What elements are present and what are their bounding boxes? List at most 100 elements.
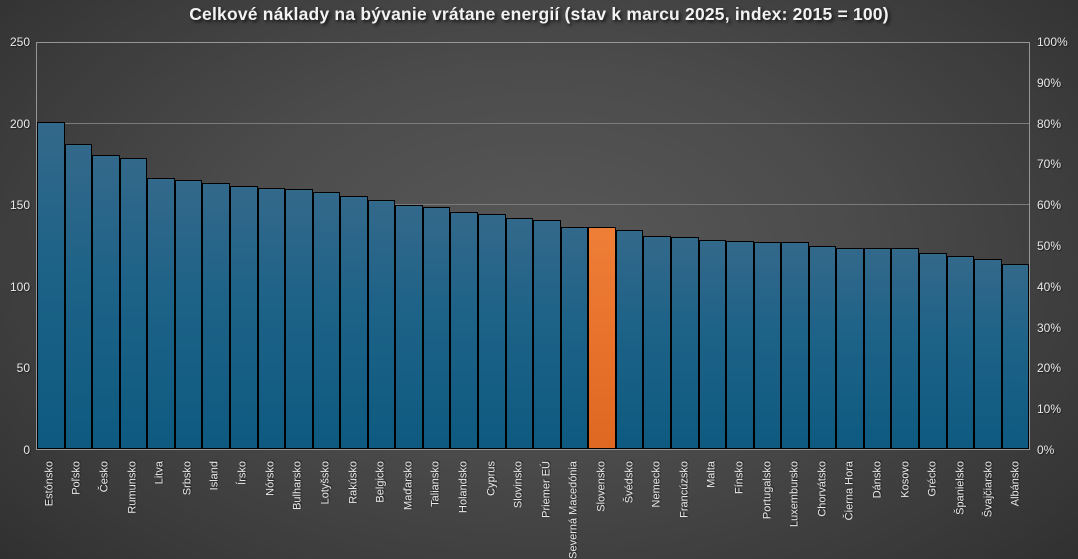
x-label-slovensko: Slovensko [595,461,608,512]
y-tick-right-0: 0% [1037,443,1055,457]
x-label-cesko: Česko [98,461,111,493]
x-label-irsko: Írsko [236,461,249,485]
x-slot-madarsko: Maďarsko [395,457,423,559]
x-label-francuzsko: Francúzsko [678,461,691,518]
x-slot-bulharsko: Bulharsko [284,457,312,559]
bar-irsko [229,185,258,449]
bar-luxembursko [781,241,809,449]
x-label-severna-macedonia: Severná Macedónia [567,461,580,559]
bar-francuzsko [670,237,699,449]
plot-area [36,42,1030,450]
x-slot-nemecko: Nemecko [643,457,671,559]
x-label-holandsko: Holandsko [457,461,470,513]
bar-rumunsko [119,157,148,449]
x-label-estonsko: Estónsko [43,461,56,507]
x-label-dansko: Dánsko [871,461,884,499]
x-label-luxembursko: Luxembursko [788,461,801,528]
x-label-island: Island [208,461,221,491]
x-slot-grecko: Grécko [920,457,948,559]
x-slot-irsko: Írsko [229,457,257,559]
bar-slovinsko [505,218,534,449]
y-tick-right-30: 30% [1037,320,1062,335]
y-tick-right-50: 50% [1037,239,1062,253]
x-slot-cesko: Česko [91,457,119,559]
x-slot-rakusko: Rakúsko [340,457,368,559]
bar-holandsko [450,211,478,449]
bar-spanielsko [946,255,975,449]
gridline-200 [37,123,1029,125]
x-slot-cyprus: Cyprus [478,457,506,559]
bar-litva [147,177,175,449]
x-slot-svajciarsko: Švajčiarsko [975,457,1003,559]
x-slot-dansko: Dánsko [864,457,892,559]
x-label-chorvatsko: Chorvátsko [816,461,829,517]
x-slot-svedsko: Švédsko [616,457,644,559]
y-tick-right-100: 100% [1037,35,1068,49]
bar-island [202,183,230,449]
bar-srbsko [174,180,203,449]
y-tick-left-200: 200 [9,116,30,131]
x-slot-spanielsko: Španielsko [947,457,975,559]
y-tick-right-10: 10% [1037,402,1062,417]
x-slot-srbsko: Srbsko [174,457,202,559]
x-label-spanielsko: Španielsko [954,461,967,515]
x-slot-litva: Litva [146,457,174,559]
bar-rakusko [340,195,368,449]
x-label-srbsko: Srbsko [181,461,194,496]
y-tick-left-0: 0 [23,443,30,457]
x-slot-luxembursko: Luxembursko [781,457,809,559]
x-slot-slovinsko: Slovinsko [505,457,533,559]
x-label-svajciarsko: Švajčiarsko [982,461,995,518]
x-label-polsko: Poľsko [70,461,83,495]
y-tick-right-20: 20% [1037,361,1062,376]
chart-title: Celkové náklady na bývanie vrátane energ… [189,4,889,24]
bar-malta [698,239,727,449]
y-tick-right-70: 70% [1037,157,1062,172]
bar-cesko [92,155,120,449]
x-label-nemecko: Nemecko [650,461,663,508]
x-slot-holandsko: Holandsko [450,457,478,559]
x-label-svedsko: Švédsko [623,461,636,504]
y-tick-left-50: 50 [16,361,30,376]
x-slot-malta: Malta [699,457,727,559]
x-slot-severna-macedonia: Severná Macedónia [561,457,589,559]
x-label-madarsko: Maďarsko [402,461,415,510]
x-label-litva: Litva [153,461,166,485]
x-label-belgicko: Belgicko [374,461,387,503]
bar-lotyssko [312,192,341,449]
x-slot-albansko: Albánsko [1002,457,1030,559]
x-label-grecko: Grécko [926,461,939,497]
x-slot-belgicko: Belgicko [367,457,395,559]
bar-grecko [919,253,947,449]
bar-portugalsko [753,241,782,449]
y-tick-right-60: 60% [1037,198,1062,213]
x-label-portugalsko: Portugalsko [761,461,774,520]
bar-kosovo [891,248,919,449]
x-label-albansko: Albánsko [1009,461,1022,507]
bars-container [37,43,1030,449]
y-tick-left-150: 150 [9,198,30,213]
x-slot-lotyssko: Lotyšsko [312,457,340,559]
y-tick-right-80: 80% [1037,116,1062,131]
bar-priemer-eu [533,220,561,449]
x-label-cierna-hora: Čierna Hora [843,461,856,521]
bar-madarsko [395,205,423,449]
y-tick-left-250: 250 [9,35,30,49]
bar-svedsko [615,229,644,449]
bar-chorvatsko [808,246,837,449]
x-slot-estonsko: Estónsko [36,457,64,559]
y-tick-left-100: 100 [9,279,30,294]
bar-taliansko [422,207,451,449]
x-label-finsko: Fínsko [733,461,746,495]
x-label-malta: Malta [705,461,718,488]
x-axis-labels: Estónsko Poľsko Česko Rumunsko Litva Srbsko Is… [36,457,1030,559]
bar-severna-macedonia [560,226,589,449]
y-tick-right-90: 90% [1037,75,1062,90]
bar-nemecko [643,236,671,449]
bar-estonsko [37,121,65,449]
x-label-slovinsko: Slovinsko [512,461,525,509]
bar-polsko [64,143,93,449]
x-label-rumunsko: Rumunsko [126,461,139,514]
x-label-bulharsko: Bulharsko [291,461,304,510]
